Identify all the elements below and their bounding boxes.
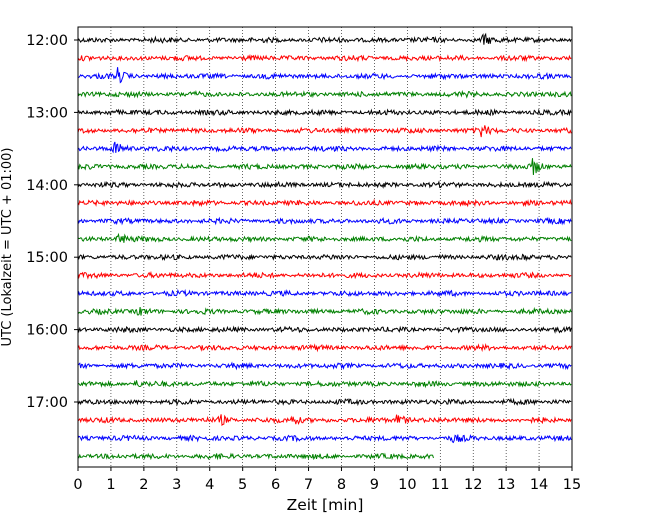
- traces-group: [77, 32, 572, 461]
- trace-line: [77, 216, 572, 226]
- trace-line: [77, 141, 572, 154]
- trace-line: [77, 343, 572, 353]
- y-tick-label: 14:00: [26, 178, 68, 194]
- trace-line: [77, 306, 572, 316]
- x-tick-label: 3: [172, 477, 181, 493]
- x-tick-label: 15: [563, 477, 581, 493]
- trace-line: [77, 270, 572, 280]
- x-tick-label: 11: [431, 477, 449, 493]
- trace-line: [77, 397, 572, 407]
- trace-line: [77, 414, 572, 427]
- trace-line: [77, 89, 572, 99]
- x-axis-ticks: 0 1 2 3 4 5 6 7 8 9 10 11 12 13 14 15: [73, 467, 581, 493]
- trace-line: [77, 125, 572, 138]
- y-tick-label: 15:00: [26, 250, 68, 266]
- trace-line: [77, 67, 572, 84]
- x-tick-label: 5: [238, 477, 247, 493]
- x-tick-label: 10: [398, 477, 416, 493]
- trace-line: [77, 32, 572, 45]
- trace-line: [77, 253, 572, 262]
- x-tick-label: 2: [139, 477, 148, 493]
- trace-line: [77, 325, 572, 334]
- trace-line: [77, 361, 572, 371]
- x-tick-label: 14: [530, 477, 548, 493]
- y-tick-label: 13:00: [26, 105, 68, 121]
- x-tick-label: 4: [205, 477, 214, 493]
- y-axis-label: UTC (Lokalzeit = UTC + 01:00): [0, 148, 15, 347]
- y-tick-label: 16:00: [26, 323, 68, 339]
- trace-line: [77, 108, 572, 117]
- trace-line: [77, 433, 572, 444]
- trace-line: [77, 379, 572, 389]
- trace-line: [77, 158, 572, 176]
- y-axis-ticks: 12:00 13:00 14:00 15:00 16:00 17:00: [26, 33, 78, 411]
- x-tick-label: 0: [73, 477, 82, 493]
- trace-line: [77, 198, 572, 208]
- x-tick-label: 9: [370, 477, 379, 493]
- trace-line: [77, 232, 572, 244]
- vertical-grid: [110, 27, 540, 467]
- x-tick-label: 1: [106, 477, 115, 493]
- x-tick-label: 13: [497, 477, 515, 493]
- x-tick-label: 6: [271, 477, 280, 493]
- y-tick-label: 17:00: [26, 395, 68, 411]
- x-tick-label: 7: [304, 477, 313, 493]
- x-tick-label: 8: [337, 477, 346, 493]
- trace-line: [77, 288, 572, 298]
- trace-line: [77, 452, 434, 461]
- x-axis-label: Zeit [min]: [287, 496, 364, 514]
- trace-line: [77, 180, 572, 189]
- trace-line: [77, 53, 572, 63]
- y-tick-label: 12:00: [26, 33, 68, 49]
- plot-frame: [77, 26, 573, 468]
- x-tick-label: 12: [464, 477, 482, 493]
